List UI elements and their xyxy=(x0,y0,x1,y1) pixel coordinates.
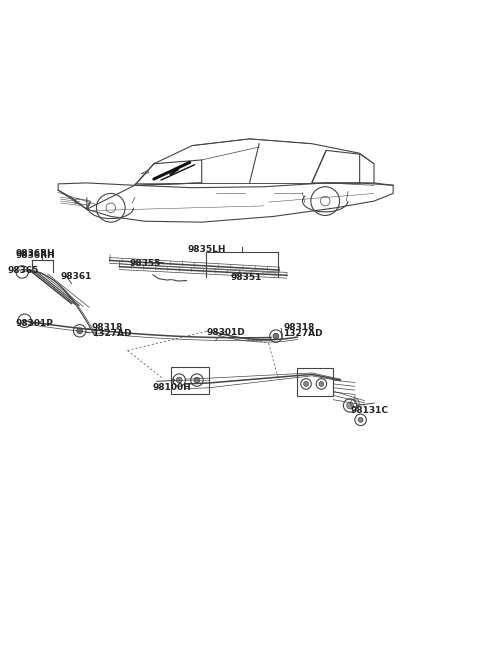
Text: 1327AD: 1327AD xyxy=(92,329,131,338)
Text: 98301P: 98301P xyxy=(15,319,53,328)
Circle shape xyxy=(273,333,279,339)
Text: 98361: 98361 xyxy=(60,272,92,281)
Circle shape xyxy=(194,377,200,383)
Text: 98351: 98351 xyxy=(230,273,262,282)
Text: 98318: 98318 xyxy=(92,323,123,332)
Circle shape xyxy=(176,377,182,383)
Text: 98365: 98365 xyxy=(8,266,39,274)
Text: 9836RH: 9836RH xyxy=(15,249,55,258)
Text: 9836RH: 9836RH xyxy=(15,251,55,260)
Text: 1327AD: 1327AD xyxy=(283,329,323,338)
Text: 9835LH: 9835LH xyxy=(187,246,226,255)
Text: 98100H: 98100H xyxy=(153,383,192,392)
Text: 98131C: 98131C xyxy=(350,406,388,415)
Circle shape xyxy=(347,402,353,409)
Text: 98318: 98318 xyxy=(283,323,314,332)
Text: 98301D: 98301D xyxy=(206,328,245,337)
Text: 98355: 98355 xyxy=(130,259,161,268)
Circle shape xyxy=(358,417,363,422)
Circle shape xyxy=(304,381,309,387)
Circle shape xyxy=(319,381,324,387)
Circle shape xyxy=(77,328,83,334)
